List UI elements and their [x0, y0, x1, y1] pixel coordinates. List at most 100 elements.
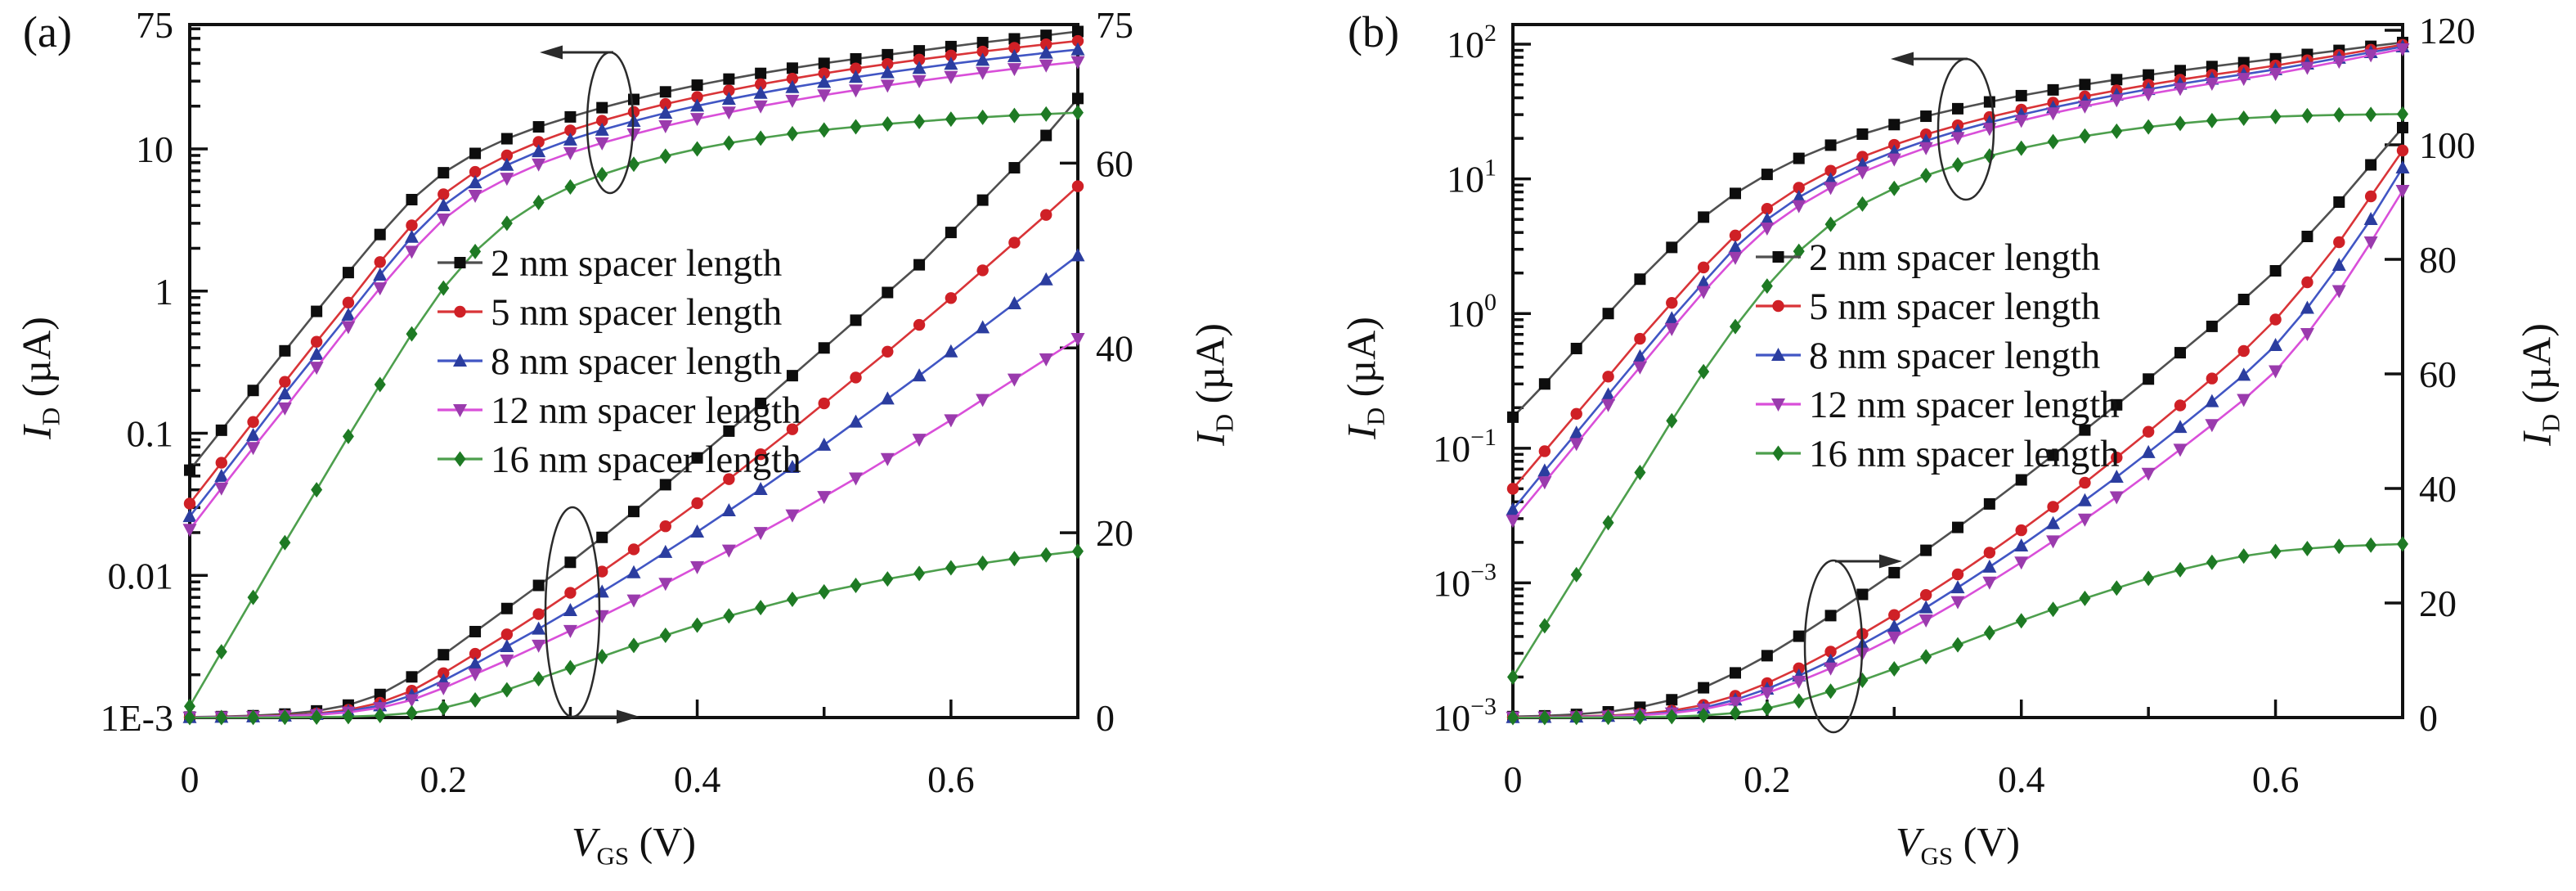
series-16nm-linear-marker: [1570, 709, 1582, 726]
series-16nm-log-marker: [500, 215, 513, 232]
series-5nm-linear-marker: [1071, 180, 1084, 192]
panel-b-x-axis-title: VGS (V): [1896, 818, 2020, 871]
axis-indicator-arrowhead: [540, 45, 563, 60]
series-8nm-linear-marker: [532, 621, 546, 635]
series-2nm-log-marker: [342, 267, 354, 279]
series-5nm-linear-marker: [1040, 209, 1052, 221]
series-12nm-linear-marker: [2141, 467, 2156, 481]
series-2nm-log-marker: [2047, 83, 2059, 96]
series-2nm-linear-marker: [850, 314, 862, 326]
series-12nm-log-marker: [626, 128, 641, 142]
series-12nm-log-marker: [182, 524, 197, 538]
series-16nm-linear-marker: [628, 637, 640, 654]
series-2nm-log-marker: [374, 228, 386, 241]
series-5nm-log-marker: [1761, 202, 1774, 215]
series-16nm-log-marker: [564, 179, 577, 196]
series-8nm-log-marker: [405, 229, 419, 243]
series-16nm-linear-marker: [1761, 700, 1773, 717]
series-5nm-log-marker: [469, 165, 482, 178]
series-2nm-linear-marker: [1698, 682, 1710, 694]
series-12nm-linear-marker: [1760, 686, 1775, 700]
series-16nm-linear-marker: [882, 571, 894, 587]
series-8nm-log-marker: [1506, 502, 1520, 515]
voltage-symbol: V: [1895, 818, 1921, 865]
series-16nm-log-marker: [2047, 133, 2059, 150]
series-2nm-linear-marker: [2047, 449, 2059, 461]
series-12nm-linear-marker: [2014, 556, 2029, 570]
series-8nm-log-marker: [849, 70, 863, 83]
series-12nm-log-marker: [944, 70, 958, 84]
series-16nm-linear-marker: [1793, 693, 1805, 709]
series-2nm-log-marker: [1570, 342, 1582, 354]
legend-item-8nm: 8 nm spacer length: [438, 340, 782, 383]
current-unit: (µA): [2513, 323, 2560, 414]
series-2nm-linear-marker: [2174, 347, 2186, 359]
x-tick-label: 0.2: [1744, 758, 1791, 800]
series-16nm-linear-marker: [1983, 624, 1995, 641]
series-2nm-linear-marker: [2015, 474, 2027, 486]
series-8nm-log-marker: [1824, 172, 1838, 186]
series-8nm-linear-marker: [500, 639, 514, 653]
series-12nm-log-marker: [2237, 73, 2251, 87]
series-8nm-log-marker: [944, 56, 958, 70]
series-16nm-linear-marker: [913, 565, 926, 582]
series-12nm-linear-marker: [500, 654, 514, 668]
series-16nm-log-marker: [913, 113, 926, 129]
series-5nm-linear-marker: [1824, 646, 1837, 658]
series-8nm-log-marker: [214, 468, 229, 482]
series-5nm-log-marker: [723, 84, 735, 97]
series-5nm-log-marker: [945, 49, 958, 62]
legend-label: 8 nm spacer length: [491, 340, 782, 383]
left-axis-ticks: 102 101 100 10−1 10−3 10−3: [1433, 20, 1531, 739]
series-12nm-linear-marker: [2331, 285, 2346, 299]
series-8nm-linear-marker: [817, 437, 832, 451]
series-2nm-log-marker: [1634, 273, 1646, 286]
axis-indicator-arrowhead: [1879, 554, 1902, 569]
series-2nm-log-marker: [1602, 308, 1614, 320]
series-8nm-log-marker: [912, 61, 927, 74]
series-5nm-linear-marker: [786, 423, 799, 435]
series-12nm-log-marker: [595, 137, 609, 151]
series-2nm-linear-marker: [2111, 398, 2123, 411]
series-16nm-linear-marker: [2397, 536, 2408, 552]
series-12nm-linear-marker: [721, 544, 736, 558]
series-16nm-log-marker: [1570, 566, 1582, 583]
series-12nm-linear-marker: [468, 668, 482, 682]
series-8nm-linear-marker: [2046, 515, 2061, 529]
series-8nm-log-marker: [880, 65, 895, 79]
y-right-tick-label: 75: [1096, 4, 1133, 46]
series-2nm-log-marker: [850, 52, 862, 65]
series-12nm-linear-marker: [976, 394, 990, 407]
series-5nm-log-marker: [564, 124, 577, 137]
series-12nm-linear-marker: [2237, 394, 2251, 407]
series-5nm-log-marker: [532, 136, 545, 148]
series-2nm-log-marker: [2015, 89, 2027, 101]
annotations: [1803, 52, 1995, 734]
series-12nm-linear-marker: [944, 414, 958, 428]
series-8nm-log-marker: [690, 98, 705, 112]
series-16nm-linear-marker: [469, 692, 482, 709]
series-2nm-log-marker: [691, 79, 703, 92]
series-5nm-log-marker: [374, 256, 386, 268]
series-16nm-log-marker: [1602, 515, 1614, 531]
series-2nm-log-marker: [945, 40, 957, 52]
series-8nm-linear-marker: [468, 656, 482, 670]
y-left-tick-label: 1: [155, 271, 173, 313]
series-5nm-linear-marker: [532, 608, 545, 620]
legend-item-5nm: 5 nm spacer length: [438, 291, 782, 334]
x-axis-ticks: 0 0.2 0.4 0.6: [181, 700, 975, 800]
series-16nm-log-marker: [1856, 196, 1869, 212]
series-5nm-linear-marker: [945, 292, 958, 304]
series-12nm-linear-marker: [2395, 185, 2410, 198]
y-left-tick-label: 1E-3: [101, 697, 173, 739]
series-12nm-linear-marker: [2077, 513, 2092, 527]
current-symbol: I: [1187, 432, 1233, 446]
series-2nm-linear-marker: [500, 602, 513, 614]
series-2nm-linear-marker: [659, 479, 671, 491]
series-8nm-linear-marker: [690, 524, 705, 538]
series-16nm-log-marker: [469, 243, 482, 259]
series-8nm-linear-marker: [2300, 300, 2314, 314]
legend-key-marker: [453, 404, 467, 417]
y-right-tick-label: 20: [1096, 512, 1133, 554]
series-8nm-linear-marker: [2205, 394, 2219, 407]
